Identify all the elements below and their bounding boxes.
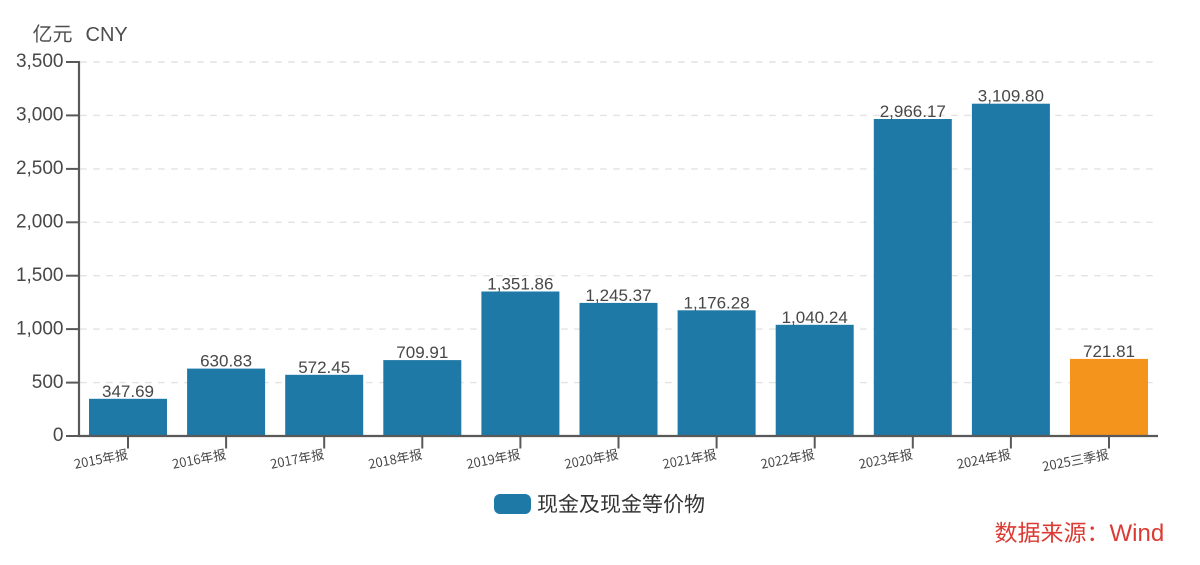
svg-text:2,500: 2,500 <box>16 158 64 179</box>
svg-text:1,245.37: 1,245.37 <box>585 286 651 305</box>
svg-text:500: 500 <box>32 372 64 393</box>
svg-text:1,500: 1,500 <box>16 265 64 286</box>
svg-text:3,500: 3,500 <box>16 51 64 72</box>
svg-text:721.81: 721.81 <box>1083 342 1135 361</box>
svg-text:1,000: 1,000 <box>16 318 64 339</box>
svg-text:630.83: 630.83 <box>200 352 252 371</box>
svg-text:1,351.86: 1,351.86 <box>487 275 553 294</box>
svg-text:1,176.28: 1,176.28 <box>684 293 750 312</box>
svg-text:1,040.24: 1,040.24 <box>782 308 848 327</box>
svg-text:3,000: 3,000 <box>16 105 64 126</box>
svg-text:347.69: 347.69 <box>102 382 154 401</box>
svg-text:709.91: 709.91 <box>396 343 448 362</box>
svg-text:2,966.17: 2,966.17 <box>880 102 946 121</box>
svg-text:Wind: Wind <box>1110 520 1165 547</box>
svg-text:3,109.80: 3,109.80 <box>978 87 1044 106</box>
svg-text:572.45: 572.45 <box>298 358 350 377</box>
svg-text:CNY: CNY <box>86 24 128 46</box>
svg-text:2,000: 2,000 <box>16 212 64 233</box>
svg-text:0: 0 <box>53 425 64 446</box>
